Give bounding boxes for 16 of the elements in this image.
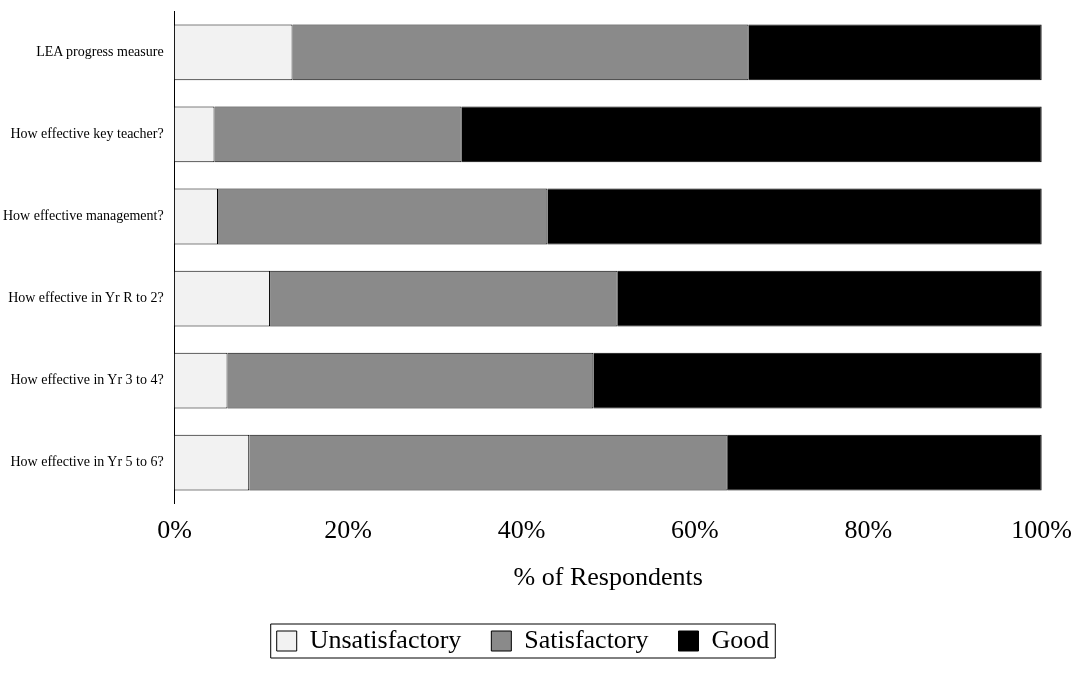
y-tick-label: How effective key teacher?: [10, 126, 164, 142]
x-tick-label: 0%: [157, 515, 192, 545]
y-tick-label: How effective in Yr 5 to 6?: [10, 454, 164, 470]
x-tick-label: 20%: [324, 515, 372, 545]
x-tick-label: 100%: [1011, 515, 1073, 545]
y-tick-label: How effective management?: [2, 208, 164, 224]
legend-label: Unsatisfactory: [309, 624, 462, 654]
y-tick-label: LEA progress measure: [36, 44, 164, 60]
x-axis-title: % of Respondents: [513, 562, 703, 592]
x-tick-label: 80%: [844, 515, 893, 545]
x-tick-label: 60%: [671, 515, 719, 545]
legend-label: Satisfactory: [524, 624, 649, 654]
y-tick-label: How effective in Yr 3 to 4?: [10, 372, 164, 388]
legend-label: Good: [711, 624, 770, 654]
y-tick-label: How effective in Yr R to 2?: [8, 290, 164, 306]
x-tick-label: 40%: [497, 515, 546, 545]
